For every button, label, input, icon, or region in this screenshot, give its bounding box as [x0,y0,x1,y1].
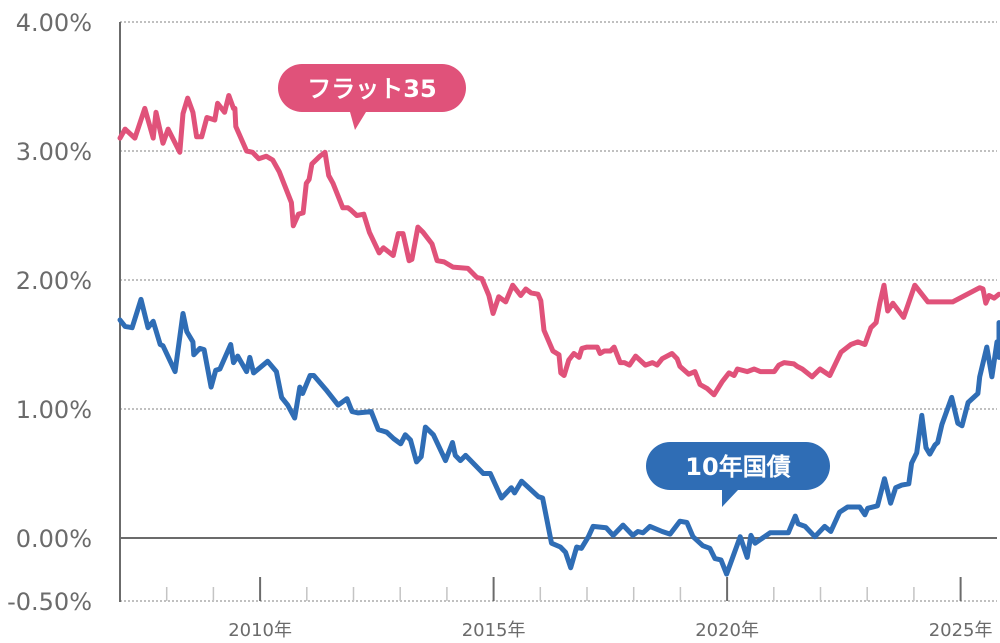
flat35-label: フラット35 [307,75,436,103]
flat35-bubble-shape [278,64,466,130]
flat35-callout: フラット35 [278,64,466,130]
y-axis-labels: 4.00% 3.00% 2.00% 1.00% 0.00% -0.50% [7,9,92,616]
series-lines [117,93,1000,577]
jgb10-line [117,296,1000,577]
x-tick-label: 2010年 [228,620,292,641]
x-tick-label: 2015年 [462,620,526,641]
x-tick-label: 2025年 [929,620,993,641]
gridlines [120,21,997,602]
jgb10-bubble-shape [646,442,830,507]
y-tick-label: 0.00% [16,525,92,553]
y-tick-label: 3.00% [16,138,92,166]
y-tick-label: 4.00% [16,9,92,37]
flat35-line [117,93,1000,398]
y-tick-label: 1.00% [16,396,92,424]
y-tick-label: 2.00% [16,267,92,295]
jgb10-callout: 10年国債 [646,442,830,507]
x-tick-label: 2020年 [695,620,759,641]
x-axis: 2010年 2015年 2020年 2025年 [165,577,993,641]
jgb10-label: 10年国債 [685,453,790,481]
y-tick-label: -0.50% [7,588,92,616]
